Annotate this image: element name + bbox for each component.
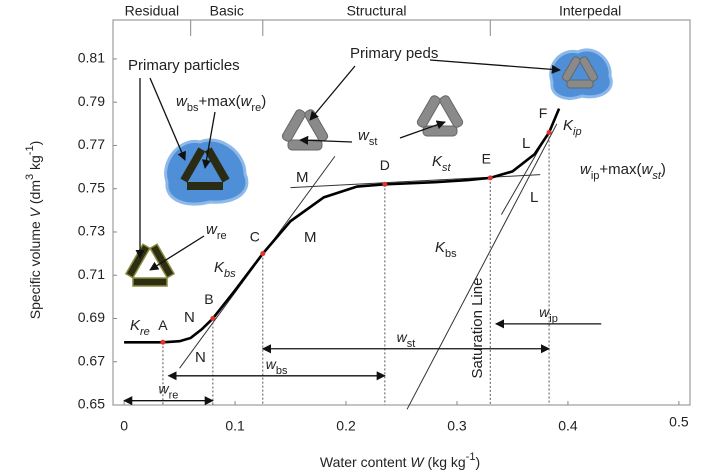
pointer: [310, 66, 355, 120]
annotation: wbs+max(wre): [176, 93, 266, 114]
x-tick-label: 0.2: [336, 418, 356, 434]
y-tick-label: 0.71: [78, 266, 105, 282]
y-tick-label: 0.67: [78, 352, 105, 368]
point-label: D: [380, 157, 390, 173]
y-tick-label: 0.81: [78, 50, 105, 66]
span-label-part: st: [407, 338, 416, 350]
x-tick-label: 0.4: [558, 418, 578, 434]
annotation: Kre: [130, 317, 150, 338]
zone-label: Residual: [125, 3, 179, 19]
y-tick-label: 0.73: [78, 223, 105, 239]
point-label: C: [250, 228, 260, 244]
annotation: wst: [358, 127, 377, 148]
x-tick-label: 0.5: [669, 414, 689, 430]
span-label: wbs: [266, 356, 288, 377]
annotation: Kip: [563, 117, 582, 138]
y-axis-label: Specific volume V (dm3 kg-1): [24, 141, 43, 320]
annotation: Kbs: [435, 239, 457, 260]
x-tick-label: 0.1: [225, 418, 245, 434]
annotation: M: [296, 169, 309, 186]
zone-label: Interpedal: [559, 3, 621, 19]
chart: Primary particles Primary peds wbs+max(w…: [0, 0, 705, 475]
icons: [126, 50, 611, 286]
point: [210, 316, 215, 321]
annotation: Saturation Line: [469, 278, 486, 379]
annotation: wip+max(wst): [580, 161, 666, 182]
y-tick-label: 0.65: [78, 396, 105, 412]
annotation: N: [195, 349, 206, 366]
y-tick-label: 0.77: [78, 136, 105, 152]
y-tick-label: 0.75: [78, 179, 105, 195]
page: {"chart_data": { "type": "line", "zones"…: [0, 0, 705, 475]
pointer: [430, 60, 560, 70]
zone-label: Structural: [347, 3, 407, 19]
annotation: Kst: [432, 153, 452, 174]
point: [382, 182, 387, 187]
point: [160, 340, 165, 345]
annotation: Kbs: [214, 259, 236, 280]
guide-line: [291, 175, 541, 188]
span-label: wip: [539, 304, 558, 325]
point-label: E: [482, 151, 491, 167]
annotation: wre: [206, 221, 227, 242]
point: [260, 251, 265, 256]
point-label: A: [158, 317, 168, 333]
pointer: [150, 78, 185, 160]
annotation: N: [184, 309, 195, 326]
point-label: F: [539, 105, 548, 121]
y-tick-label: 0.79: [78, 93, 105, 109]
span-label: wre: [159, 380, 179, 401]
x-tick-label: 0.3: [447, 418, 467, 434]
point: [488, 175, 493, 180]
icon-peds: [281, 108, 329, 150]
span-label-part: ip: [549, 313, 558, 325]
zone-label: Basic: [210, 3, 244, 19]
span-label-part: bs: [276, 365, 288, 377]
point-label: B: [204, 291, 213, 307]
icon-blob-particles: [166, 140, 247, 204]
icon-particles: [126, 244, 174, 286]
x-tick-label: 0: [120, 418, 128, 434]
point: [547, 130, 552, 135]
y-tick-label: 0.69: [78, 309, 105, 325]
span-label-part: re: [169, 390, 179, 402]
annotation: L: [522, 135, 530, 152]
annotation: M: [304, 229, 317, 246]
annotation: L: [530, 189, 538, 206]
icon-blob-peds: [551, 50, 612, 98]
span-label: wst: [397, 328, 416, 349]
x-axis-label: Water content W (kg kg-1): [320, 451, 480, 470]
annotation: Primary peds: [350, 45, 438, 62]
annotation: Primary particles: [128, 57, 240, 74]
